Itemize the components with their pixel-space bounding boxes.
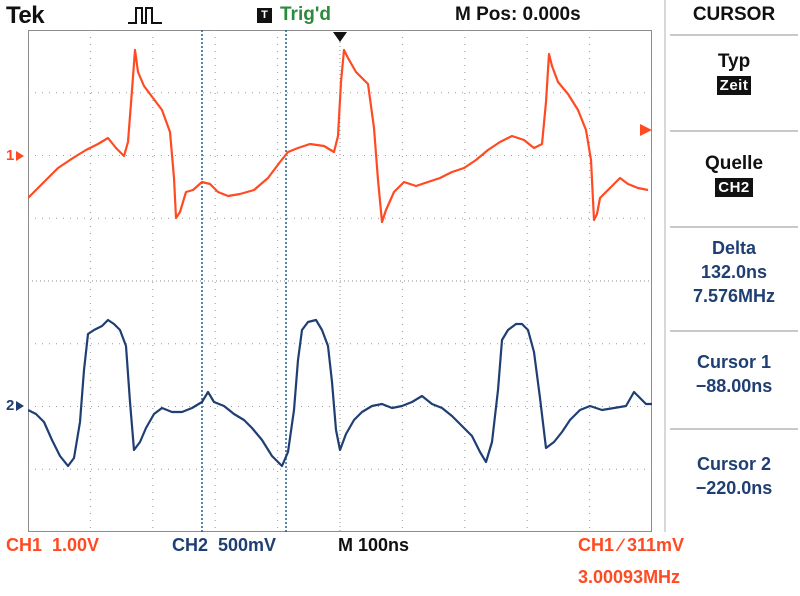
status-header: Tek T Trig'd M Pos: 0.000s <box>0 0 800 30</box>
delta-label: Delta <box>711 238 756 258</box>
graticule <box>28 30 652 532</box>
delta-time: 132.0ns <box>700 262 768 282</box>
ch1-waveform <box>28 48 649 224</box>
ch2-waveform <box>28 318 652 468</box>
timebase: M 100ns <box>338 535 410 555</box>
trigger-level-arrow-icon <box>640 124 652 136</box>
pulse-run-icon <box>128 7 162 24</box>
trigger-status: Trig'd <box>280 4 331 25</box>
ch2-scale: CH2 500mV <box>172 535 277 555</box>
menu-divider <box>670 428 798 430</box>
cursor-type-button[interactable]: Typ Zeit <box>666 50 800 95</box>
main-position: M Pos: 0.000s <box>455 4 581 25</box>
trigger-position-arrow-icon <box>333 32 347 42</box>
trigger-frequency: 3.00093MHz <box>578 567 681 587</box>
cursor-1-readout[interactable]: Cursor 1 −88.00ns <box>666 350 800 398</box>
cursor-1-value: −88.00ns <box>695 376 773 396</box>
cursor-source-value: CH2 <box>715 178 753 197</box>
trigger-setting: CH1 ∕ 311mV <box>578 535 685 555</box>
ch2-ground-arrow-icon <box>16 401 24 411</box>
cursor-type-label: Typ <box>717 51 751 72</box>
cursor-type-value: Zeit <box>716 76 752 95</box>
menu-divider <box>670 34 798 36</box>
cursor-2-value: −220.0ns <box>695 478 773 498</box>
brand-logo: Tek <box>6 2 45 29</box>
cursor-2-readout[interactable]: Cursor 2 −220.0ns <box>666 452 800 500</box>
cursor-1-label: Cursor 1 <box>696 352 772 372</box>
menu-divider <box>670 330 798 332</box>
cursor-source-label: Quelle <box>704 153 764 174</box>
ch1-scale: CH1 1.00V <box>6 535 100 555</box>
cursor-menu: CURSOR Typ Zeit Quelle CH2 Delta 132.0ns… <box>664 0 800 532</box>
menu-divider <box>670 226 798 228</box>
cursor-source-button[interactable]: Quelle CH2 <box>666 152 800 197</box>
menu-title: CURSOR <box>692 4 776 25</box>
ch1-ground-arrow-icon <box>16 151 24 161</box>
delta-readout: Delta 132.0ns 7.576MHz <box>666 236 800 308</box>
ch1-ground-label: 1 <box>6 147 15 164</box>
trigger-badge: T <box>257 8 272 23</box>
status-bar: CH1 1.00V CH2 500mV M 100ns CH1 ∕ 311mV … <box>0 532 800 596</box>
menu-divider <box>670 130 798 132</box>
ch2-ground-label: 2 <box>6 397 15 414</box>
delta-frequency: 7.576MHz <box>692 286 776 306</box>
waveform-display: 1 <box>28 30 652 532</box>
cursor-2-label: Cursor 2 <box>696 454 772 474</box>
